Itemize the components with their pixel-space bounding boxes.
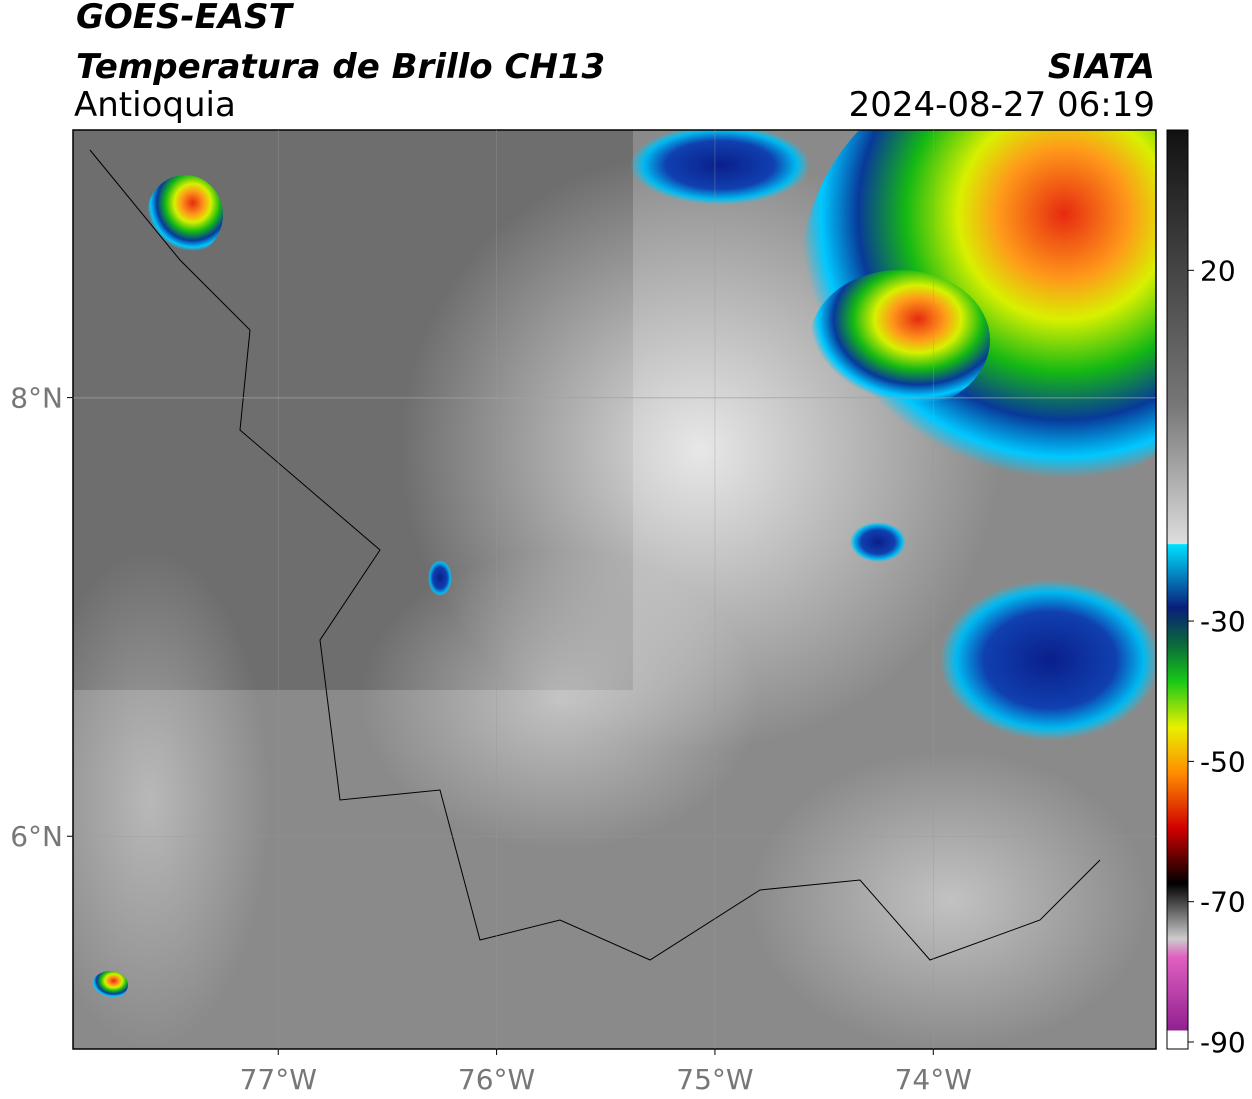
x-tick-label: 75°W xyxy=(676,1063,753,1096)
x-tick-label: 74°W xyxy=(895,1063,972,1096)
datetime: 2024-08-27 06:19 xyxy=(849,85,1155,125)
colorbar-label: -30 xyxy=(1200,605,1246,638)
colorbar xyxy=(1166,129,1189,1050)
x-tick-label: 77°W xyxy=(240,1063,317,1096)
title: GOES-EAST xyxy=(76,0,295,37)
x-tick-label: 76°W xyxy=(458,1063,535,1096)
satellite-image xyxy=(73,130,1156,1049)
source: SIATA xyxy=(1048,47,1155,87)
colorbar-label: 20 xyxy=(1200,254,1236,287)
y-tick-label: 6°N xyxy=(10,820,63,853)
map-frame xyxy=(72,129,1157,1050)
colorbar-label: -70 xyxy=(1200,886,1246,919)
y-tick-label: 8°N xyxy=(10,382,63,415)
region: Antioquia xyxy=(74,85,236,125)
colorbar-label: -90 xyxy=(1200,1026,1246,1059)
subtitle: Temperatura de Brillo CH13 xyxy=(76,47,605,87)
colorbar-label: -50 xyxy=(1200,745,1246,778)
